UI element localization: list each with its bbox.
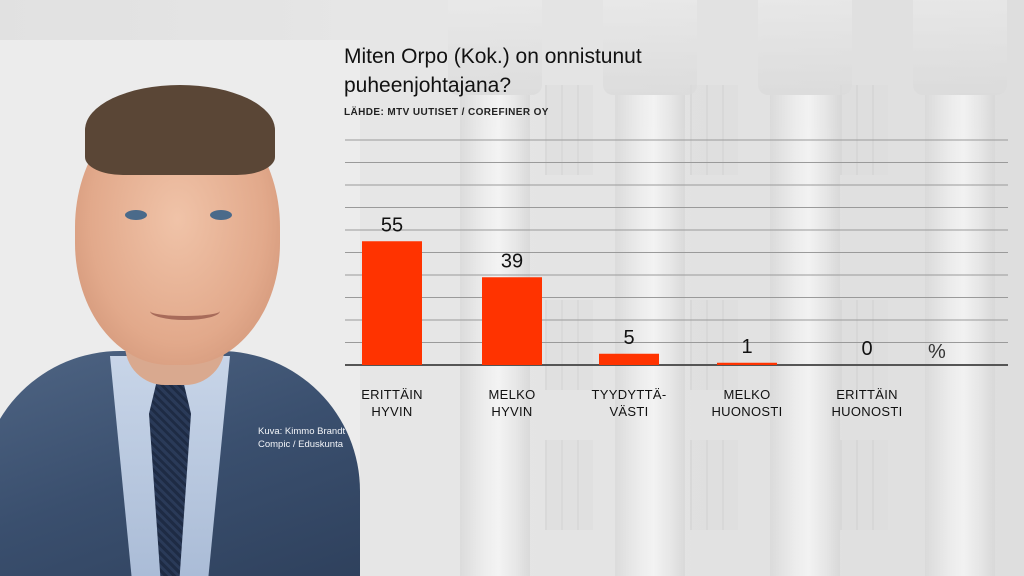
- category-label: MELKO: [723, 387, 770, 402]
- photo-credit-line-1: Kuva: Kimmo Brandt: [258, 426, 346, 437]
- photo-credit: Kuva: Kimmo Brandt Compic / Eduskunta: [258, 425, 345, 451]
- bar: [717, 362, 777, 365]
- data-label: 39: [501, 250, 523, 272]
- category-label: TYYDYTTÄ-: [592, 387, 667, 402]
- category-labels: ERITTÄIN HYVIN MELKO HYVIN TYYDYTTÄ- VÄSTI MEL…: [361, 387, 902, 419]
- data-label: 0: [861, 338, 872, 360]
- category-label: HYVIN: [491, 404, 532, 419]
- source-label: LÄHDE: MTV UUTISET / COREFINER OY: [344, 107, 549, 118]
- chart-title: Miten Orpo (Kok.) on onnistunut puheenjo…: [344, 45, 642, 97]
- bar: [599, 353, 659, 365]
- category-label: ERITTÄIN: [836, 387, 898, 402]
- category-label: VÄSTI: [609, 404, 648, 419]
- data-labels: 55 39 5 1 0: [381, 214, 873, 360]
- portrait-photo: Kuva: Kimmo Brandt Compic / Eduskunta: [0, 40, 360, 576]
- bars: [362, 241, 777, 365]
- data-label: 55: [381, 214, 403, 236]
- category-label: HYVIN: [371, 404, 412, 419]
- category-label: MELKO: [488, 387, 535, 402]
- bar: [362, 241, 422, 365]
- category-label: ERITTÄIN: [361, 387, 423, 402]
- gridlines: [345, 139, 1008, 366]
- data-label: 1: [741, 336, 752, 358]
- data-label: 5: [623, 327, 634, 349]
- category-label: HUONOSTI: [831, 404, 902, 419]
- photo-credit-line-2: Compic / Eduskunta: [258, 439, 344, 450]
- unit-label: %: [928, 341, 946, 363]
- category-label: HUONOSTI: [711, 404, 782, 419]
- bar: [482, 277, 542, 365]
